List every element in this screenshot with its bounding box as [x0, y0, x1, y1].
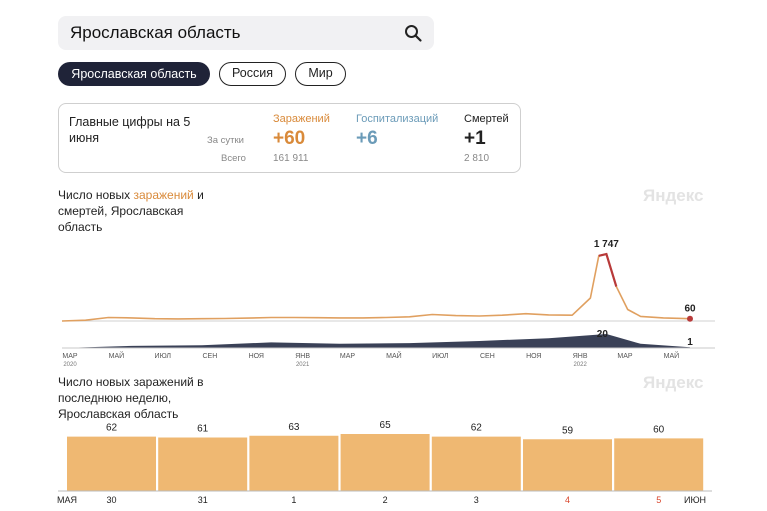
bar-value-label: 61	[197, 424, 209, 435]
bar-value-label: 65	[380, 420, 392, 431]
line-chart-title-highlight: заражений	[133, 188, 194, 202]
bar-category-label: 31	[198, 495, 208, 505]
x-tick-label: НОЯ	[249, 353, 264, 360]
bar-value-label: 59	[562, 425, 574, 436]
x-tick-year: 2022	[573, 362, 587, 368]
bar-category-label: 30	[106, 495, 116, 505]
deaths-series-area	[62, 334, 690, 348]
row-label-total: Всего	[221, 153, 246, 164]
bar	[158, 437, 248, 491]
line-chart-title-suffix: и смертей, Ярославская область	[58, 188, 204, 234]
x-tick-label: МАЙ	[109, 351, 125, 360]
bar-month-end-label: ИЮН	[684, 495, 706, 505]
bar-month-start-label: МАЯ	[57, 495, 77, 505]
tab-world[interactable]: Мир	[295, 62, 346, 86]
summary-card: Главные цифры на 5 июня За сутки Всего З…	[58, 103, 521, 173]
infections-peak-highlight	[598, 252, 618, 287]
line-chart-title-prefix: Число новых	[58, 188, 134, 202]
bar-value-label: 60	[653, 424, 665, 435]
x-tick-label: МАЙ	[664, 351, 680, 360]
hospital-label: Госпитализаций	[356, 113, 439, 125]
row-label-day: За сутки	[207, 135, 244, 146]
x-tick-year: 2020	[63, 362, 77, 368]
bar	[431, 436, 521, 491]
search-icon[interactable]	[404, 24, 422, 42]
x-tick-label: МАЙ	[386, 351, 402, 360]
peak-deaths-label: 20	[597, 329, 609, 340]
bar-chart-title: Число новых заражений в последнюю неделю…	[58, 375, 204, 421]
bar-category-label: 4	[565, 495, 570, 505]
peak-infections-label: 1 747	[594, 239, 619, 250]
bar-value-label: 63	[288, 422, 300, 433]
tab-label: Ярославская область	[71, 67, 197, 81]
deaths-day-value: +1	[464, 128, 486, 149]
bar	[523, 439, 612, 491]
bar	[249, 435, 339, 491]
hospital-day-value: +6	[356, 128, 378, 149]
last-infections-label: 60	[684, 304, 696, 315]
search-input[interactable]: Ярославская область	[70, 23, 241, 42]
x-tick-label: ЯНВ	[573, 353, 588, 360]
infections-series-line	[61, 253, 691, 322]
line-chart-title: Число новых заражений и смертей, Ярослав…	[58, 187, 228, 235]
x-tick-label: СЕН	[203, 353, 218, 360]
x-tick-label: ИЮЛ	[432, 353, 449, 360]
x-tick-label: НОЯ	[526, 353, 541, 360]
x-tick-year: 2021	[296, 362, 310, 368]
infections-day-value: +60	[273, 128, 306, 149]
bar	[67, 436, 156, 491]
x-tick-label: МАР	[617, 353, 633, 360]
x-tick-label: ИЮЛ	[155, 353, 172, 360]
search-box[interactable]: Ярославская область	[58, 16, 434, 50]
bar	[614, 438, 704, 491]
yandex-watermark: Яндекс	[643, 373, 704, 392]
yandex-watermark: Яндекс	[643, 186, 704, 205]
x-tick-label: МАР	[62, 353, 78, 360]
x-tick-label: МАР	[340, 353, 356, 360]
infections-total-value: 161 911	[273, 153, 309, 164]
deaths-total-value: 2 810	[464, 153, 490, 164]
x-tick-label: СЕН	[480, 353, 495, 360]
bar-value-label: 62	[106, 423, 118, 434]
tab-label: Россия	[232, 66, 273, 80]
bar	[340, 434, 430, 491]
bar-category-label: 3	[474, 495, 479, 505]
tab-yaroslavl-region[interactable]: Ярославская область	[58, 62, 210, 86]
tab-russia[interactable]: Россия	[219, 62, 286, 86]
deaths-label: Смертей	[464, 113, 509, 125]
summary-title: Главные цифры на 5 июня	[69, 115, 191, 145]
infections-label: Заражений	[273, 113, 330, 125]
last-infections-marker	[687, 315, 693, 322]
bar-category-label: 1	[291, 495, 296, 505]
tab-label: Мир	[308, 66, 333, 80]
bar-category-label: 5	[656, 495, 661, 505]
bar-value-label: 62	[471, 423, 483, 434]
bar-category-label: 2	[383, 495, 388, 505]
x-tick-label: ЯНВ	[295, 353, 310, 360]
last-deaths-label: 1	[687, 337, 693, 348]
